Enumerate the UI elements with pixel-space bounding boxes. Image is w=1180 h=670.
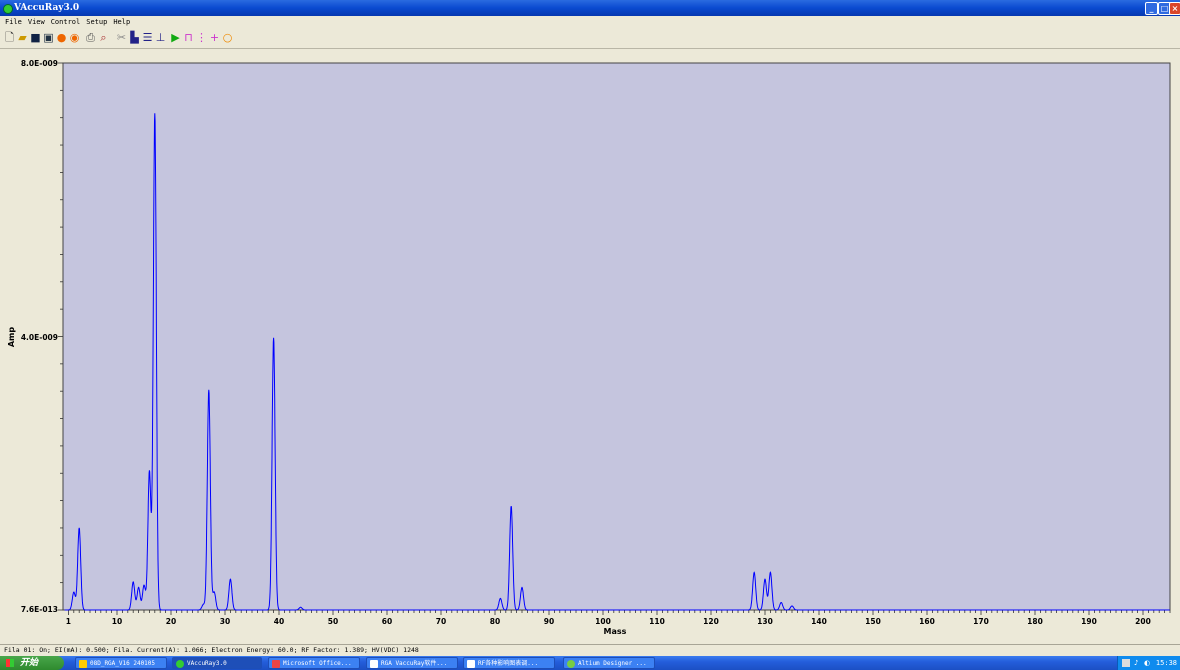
- record-icon[interactable]: ●: [56, 31, 67, 44]
- volume-icon[interactable]: ♪: [1134, 659, 1139, 667]
- x-tick-label: 190: [1081, 617, 1097, 626]
- task-vaccuray[interactable]: VAccuRay3.0: [172, 657, 262, 669]
- x-tick-label: 150: [865, 617, 881, 626]
- x-tick-label: 140: [811, 617, 827, 626]
- spectrum-icon[interactable]: ⊓: [184, 31, 193, 44]
- task-label: RF各种影响图表调...: [478, 660, 539, 667]
- table-icon[interactable]: ⋮: [196, 31, 207, 44]
- print-preview-icon[interactable]: ⌕: [100, 31, 107, 44]
- close-button[interactable]: ×: [1169, 2, 1180, 15]
- peak-icon[interactable]: ⊥: [155, 31, 166, 44]
- x-tick-label: 20: [166, 617, 176, 626]
- spectrum-trace: [64, 113, 1170, 611]
- x-tick-label: 50: [328, 617, 338, 626]
- y-tick-bottom: 7.6E-013: [21, 605, 58, 614]
- x-tick-label: 130: [757, 617, 773, 626]
- stop-icon[interactable]: ◉: [69, 31, 80, 44]
- app-icon: [176, 660, 184, 668]
- task-label: VAccuRay3.0: [187, 660, 227, 667]
- cut-icon[interactable]: ✂: [116, 31, 127, 44]
- task-folder[interactable]: 08D_RGA_V16 240105: [75, 657, 167, 669]
- menu-file[interactable]: File: [5, 18, 22, 26]
- add-icon[interactable]: +: [209, 31, 220, 44]
- spectrum-chart: 1 10 20 30 40 50 60 70 80 90 100 110 120 130 140 150 160…: [0, 50, 1180, 644]
- x-axis-label: Mass: [604, 627, 627, 636]
- x-tick-label: 10: [112, 617, 122, 626]
- x-tick-label: 120: [703, 617, 719, 626]
- network-icon[interactable]: [1122, 659, 1130, 667]
- menu-view[interactable]: View: [27, 18, 45, 26]
- task-label: 08D_RGA_V16 240105: [90, 660, 156, 667]
- task-label: Altium Designer ...: [578, 660, 647, 667]
- bar-chart-icon[interactable]: ▙: [130, 31, 139, 44]
- play-icon[interactable]: ▶: [171, 31, 180, 44]
- y-axis-label: Amp: [7, 327, 16, 348]
- save-icon[interactable]: ■: [30, 31, 41, 44]
- folder-icon: [79, 660, 87, 668]
- security-icon[interactable]: ◐: [1144, 659, 1151, 667]
- x-tick-label: 70: [436, 617, 446, 626]
- x-tick-label: 180: [1027, 617, 1043, 626]
- altium-icon: [567, 660, 575, 668]
- x-tick-label: 160: [919, 617, 935, 626]
- plot-area: [62, 62, 1171, 611]
- task-label: RGA VaccuRay软件...: [381, 660, 448, 667]
- x-tick-label: 40: [274, 617, 284, 626]
- toolbar: 🗋 ▰ ■ ▣ ● ◉ ⎙ ⌕ ✂ ▙ ☰ ⊥ ▶ ⊓ ⋮ + ○: [0, 29, 1180, 49]
- y-tick-top: 8.0E-009: [21, 59, 58, 68]
- open-icon[interactable]: ▰: [18, 31, 27, 44]
- x-tick-label: 100: [595, 617, 611, 626]
- window-title: VAccuRay3.0: [14, 3, 80, 13]
- menu-help[interactable]: Help: [113, 18, 131, 26]
- task-rga-doc[interactable]: RGA VaccuRay软件...: [366, 657, 458, 669]
- x-tick-label: 60: [382, 617, 392, 626]
- y-tick-mid: 4.0E-009: [21, 333, 58, 342]
- task-office[interactable]: Microsoft Office...: [268, 657, 360, 669]
- task-altium[interactable]: Altium Designer ...: [563, 657, 655, 669]
- document-icon: [467, 660, 475, 668]
- x-tick-label: 110: [649, 617, 665, 626]
- circle-icon[interactable]: ○: [222, 31, 233, 44]
- document-icon: [370, 660, 378, 668]
- status-bar: Fila 01: On; EI(mA): 0.500; Fila. Curren…: [0, 644, 1180, 655]
- new-icon[interactable]: 🗋: [5, 31, 14, 44]
- menu-bar: File View Control Setup Help: [0, 17, 1180, 28]
- start-label: 开始: [20, 658, 39, 668]
- print-icon[interactable]: ⎙: [86, 31, 95, 44]
- x-tick-label: 200: [1135, 617, 1151, 626]
- x-tick-label: 80: [490, 617, 500, 626]
- task-label: Microsoft Office...: [283, 660, 352, 667]
- x-tick-label: 30: [220, 617, 230, 626]
- title-bar: VAccuRay3.0 _ □ ×: [0, 0, 1180, 16]
- system-tray: ♪ ◐ 15:38: [1117, 656, 1180, 670]
- start-button[interactable]: 开始: [0, 656, 64, 670]
- list-icon[interactable]: ☰: [142, 31, 153, 44]
- minimize-button[interactable]: _: [1145, 2, 1158, 15]
- save-all-icon[interactable]: ▣: [43, 31, 54, 44]
- office-icon: [272, 660, 280, 668]
- spectrum-plot: 1 10 20 30 40 50 60 70 80 90 100 110 120 130 140 150 160…: [7, 59, 1171, 636]
- task-rf-doc[interactable]: RF各种影响图表调...: [463, 657, 555, 669]
- app-icon: [3, 4, 13, 14]
- x-tick-label: 170: [973, 617, 989, 626]
- clock: 15:38: [1155, 659, 1177, 667]
- menu-setup[interactable]: Setup: [86, 18, 108, 26]
- windows-flag-icon: [6, 659, 14, 667]
- taskbar: 开始 08D_RGA_V16 240105 VAccuRay3.0 Micros…: [0, 656, 1180, 670]
- x-tick-label: 90: [544, 617, 554, 626]
- x-tick-label: 1: [66, 617, 71, 626]
- menu-control[interactable]: Control: [50, 18, 81, 26]
